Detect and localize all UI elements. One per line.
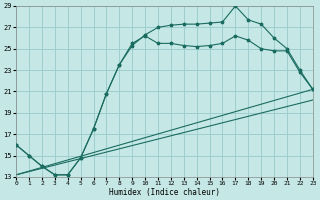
X-axis label: Humidex (Indice chaleur): Humidex (Indice chaleur) — [109, 188, 220, 197]
